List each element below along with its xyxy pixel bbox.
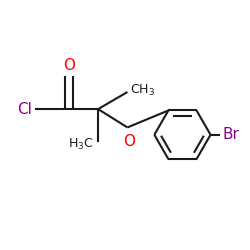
Text: Cl: Cl: [17, 102, 32, 116]
Text: Br: Br: [223, 127, 240, 142]
Text: H$_3$C: H$_3$C: [68, 137, 93, 152]
Text: O: O: [63, 58, 75, 73]
Text: O: O: [123, 134, 135, 148]
Text: CH$_3$: CH$_3$: [130, 82, 155, 98]
